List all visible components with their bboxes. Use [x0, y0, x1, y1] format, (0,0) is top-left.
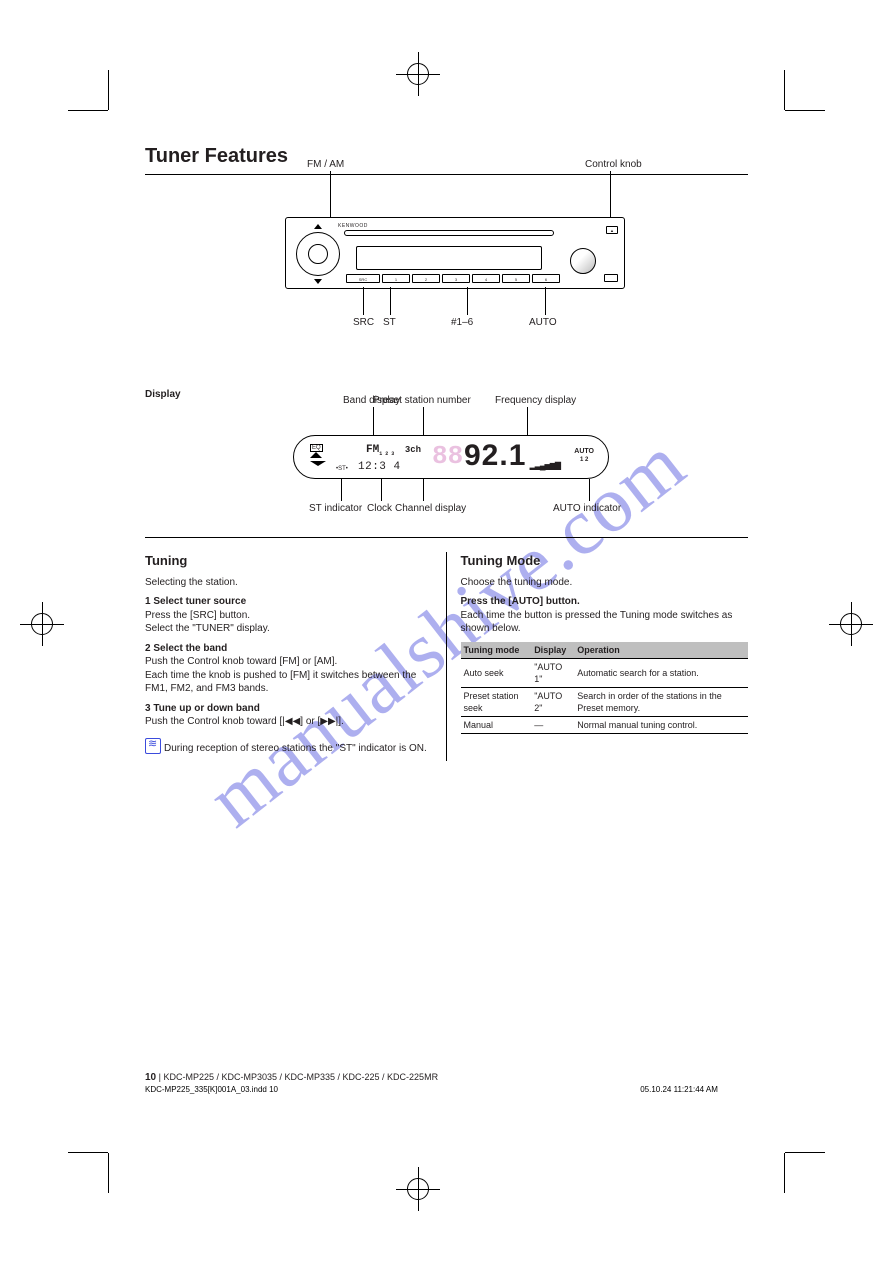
- radio-unit: KENWOOD SRC 1 2 3 4 5 6 ▲: [285, 217, 625, 289]
- th-op: Operation: [574, 642, 748, 659]
- registration-mark: [396, 52, 440, 96]
- crop-mark: [785, 110, 825, 111]
- text-columns: Tuning Selecting the station. 1 Select t…: [145, 537, 748, 761]
- knob-up-icon: [314, 224, 322, 229]
- step3: 3 Tune up or down bandPush the Control k…: [145, 702, 432, 729]
- section-title: Tuner Features: [145, 145, 748, 175]
- page-number: 10: [145, 1072, 156, 1083]
- cd-slot: [344, 230, 554, 236]
- lcd-level-bars: ▂▃▄▅▆▇: [530, 461, 560, 470]
- preset-5: 5: [502, 274, 530, 283]
- registration-mark: [829, 602, 873, 646]
- right-knob: [570, 248, 596, 274]
- crop-mark: [784, 70, 785, 110]
- preset-1: 1: [382, 274, 410, 283]
- callout-src: SRC: [353, 317, 374, 328]
- callout-line: [467, 287, 468, 315]
- folio-models: | KDC-MP225 / KDC-MP3035 / KDC-MP335 / K…: [159, 1072, 438, 1082]
- callout-line: [381, 479, 382, 501]
- preset-4: 4: [472, 274, 500, 283]
- crop-mark: [108, 70, 109, 110]
- crop-mark: [68, 1152, 108, 1153]
- callout-fm-am: FM / AM: [307, 159, 344, 170]
- page-content: Tuner Features Control knob FM / AM KENW…: [145, 145, 748, 1055]
- callout-presets: #1–6: [451, 317, 473, 328]
- callout-line: [589, 479, 590, 501]
- crop-mark: [68, 110, 108, 111]
- preset-3: 3: [442, 274, 470, 283]
- registration-mark: [396, 1167, 440, 1211]
- tuning-intro: Selecting the station.: [145, 576, 432, 590]
- table-header-row: Tuning mode Display Operation: [461, 642, 749, 659]
- callout-control-knob: Control knob: [585, 159, 642, 170]
- callout-clock: Clock: [367, 503, 392, 514]
- th-mode: Tuning mode: [461, 642, 532, 659]
- unit-lcd: [356, 246, 542, 270]
- knob-down-icon: [314, 279, 322, 284]
- lcd-panel: EQ •ST• FM1 2 3 3ch 12:3 4 88 92.1 ▂▃▄▅▆…: [293, 435, 609, 479]
- callout-line: [373, 407, 374, 437]
- lcd-band: FM1 2 3 3ch: [366, 444, 421, 457]
- crop-mark: [108, 1153, 109, 1193]
- callout-line: [330, 171, 331, 217]
- tuning-mode-table: Tuning mode Display Operation Auto seek …: [461, 642, 749, 735]
- table-row: Manual — Normal manual tuning control.: [461, 717, 749, 734]
- lcd-figure: Display Band display Preset station numb…: [145, 389, 748, 529]
- right-column: Tuning Mode Choose the tuning mode. Pres…: [447, 552, 749, 761]
- page-footer: 10 | KDC-MP225 / KDC-MP3035 / KDC-MP335 …: [145, 1072, 438, 1083]
- callout-auto-indicator: AUTO indicator: [553, 503, 621, 514]
- radio-unit-figure: Control knob FM / AM KENWOOD SRC 1 2 3 4…: [145, 187, 748, 367]
- callout-preset-no: Preset station number: [373, 395, 493, 406]
- lcd-clock: 12:3 4: [358, 461, 401, 473]
- th-display: Display: [531, 642, 574, 659]
- preset-2: 2: [412, 274, 440, 283]
- callout-line: [390, 287, 391, 315]
- aux-button: [604, 274, 618, 282]
- callout-line: [341, 479, 342, 501]
- step2: 2 Select the bandPush the Control knob t…: [145, 642, 432, 696]
- job-line: KDC-MP225_335[K]001A_03.indd 10 05.10.24…: [145, 1085, 718, 1094]
- table-row: Preset station seek "AUTO 2" Search in o…: [461, 687, 749, 716]
- lcd-auto-indicator: AUTO 1 2: [574, 448, 594, 463]
- callout-auto: AUTO: [529, 317, 557, 328]
- tuning-mode-heading: Tuning Mode: [461, 552, 749, 570]
- callout-ch-display: Channel display: [395, 503, 466, 514]
- src-button: SRC: [346, 274, 380, 283]
- left-column: Tuning Selecting the station. 1 Select t…: [145, 552, 447, 761]
- tuning-heading: Tuning: [145, 552, 432, 570]
- lcd-frequency: 92.1: [464, 439, 526, 473]
- callout-line: [363, 287, 364, 315]
- callout-line: [423, 479, 424, 501]
- tip: During reception of stereo stations the …: [145, 735, 432, 756]
- brand-label: KENWOOD: [338, 223, 368, 229]
- callout-line: [527, 407, 528, 437]
- lcd-ghost-digits: 88: [432, 441, 463, 471]
- table-row: Auto seek "AUTO 1" Automatic search for …: [461, 658, 749, 687]
- callout-line: [545, 287, 546, 315]
- lcd-st-indicator: •ST•: [336, 466, 348, 472]
- preset-6: 6: [532, 274, 560, 283]
- crop-mark: [784, 1153, 785, 1193]
- tuning-mode-intro: Choose the tuning mode.: [461, 576, 749, 590]
- lcd-eq-icon: EQ: [310, 444, 326, 468]
- crop-mark: [785, 1152, 825, 1153]
- left-knob: [296, 232, 340, 276]
- registration-mark: [20, 602, 64, 646]
- callout-st-indicator: ST indicator: [309, 503, 362, 514]
- callout-st: ST: [383, 317, 396, 328]
- callout-line: [423, 407, 424, 437]
- note-icon: [145, 738, 161, 754]
- eject-button: ▲: [606, 226, 618, 234]
- step1: 1 Select tuner sourcePress the [SRC] but…: [145, 595, 432, 636]
- button-row: SRC 1 2 3 4 5 6: [346, 274, 560, 283]
- tuning-mode-step: Press the [AUTO] button.Each time the bu…: [461, 595, 749, 636]
- callout-freq-display: Frequency display: [495, 395, 576, 406]
